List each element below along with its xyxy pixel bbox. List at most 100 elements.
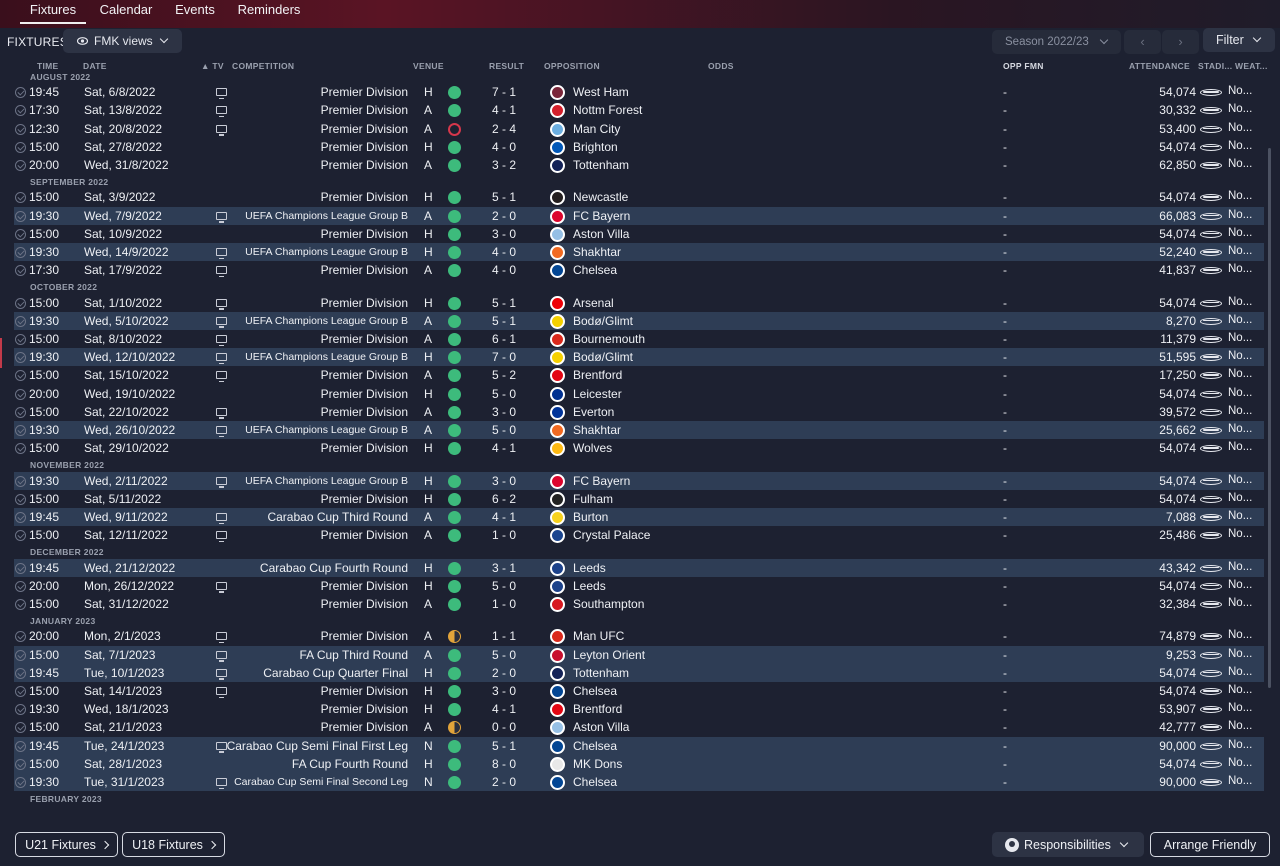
fixture-row[interactable]: 15:00 Sat, 28/1/2023 FA Cup Fourth Round H 8… [14, 754, 1264, 773]
fixture-row[interactable]: 19:30 Wed, 2/11/2022 UEFA Champions League… [14, 471, 1264, 490]
match-result[interactable]: 7 - 0 [491, 350, 516, 365]
match-result[interactable]: 3 - 0 [491, 684, 516, 698]
competition-name[interactable]: Premier Division [320, 139, 408, 154]
fixture-row[interactable]: 20:00 Wed, 31/8/2022 Premier Division A 3 - … [14, 156, 1264, 174]
match-result[interactable]: 4 - 0 [491, 139, 516, 154]
match-result[interactable]: 2 - 4 [491, 121, 516, 136]
check-icon[interactable] [15, 562, 26, 574]
check-icon[interactable] [15, 352, 26, 364]
opposition-name[interactable]: Brentford [573, 702, 623, 717]
competition-name[interactable]: Carabao Cup Semi Final Second Leg [234, 776, 408, 788]
fixture-row[interactable]: 19:45 Tue, 10/1/2023 Carabao Cup Quarter F… [14, 663, 1264, 682]
tab-reminders[interactable]: Reminders [237, 2, 301, 17]
match-result[interactable]: 5 - 0 [491, 647, 516, 662]
column-header-result[interactable]: RESULT [489, 61, 525, 71]
match-result[interactable]: 6 - 2 [491, 491, 516, 506]
fixture-row[interactable]: 15:00 Sat, 10/9/2022 Premier Division H 3 - … [14, 225, 1264, 243]
competition-name[interactable]: UEFA Champions League Group B [245, 314, 408, 327]
competition-name[interactable]: Carabao Cup Third Round [267, 510, 408, 524]
match-result[interactable]: 1 - 1 [491, 629, 516, 644]
check-icon[interactable] [15, 105, 26, 117]
check-icon[interactable] [15, 686, 26, 697]
competition-name[interactable]: Premier Division [320, 684, 408, 698]
competition-name[interactable]: Premier Division [320, 158, 408, 172]
opposition-name[interactable]: FC Bayern [573, 208, 631, 223]
fixture-row[interactable]: 17:30 Sat, 17/9/2022 Premier Division A 4 - … [14, 261, 1264, 279]
opposition-name[interactable]: Leicester [573, 386, 622, 401]
column-header-odds[interactable]: ODDS [708, 61, 734, 71]
competition-name[interactable]: Premier Division [320, 121, 408, 136]
match-result[interactable]: 2 - 0 [491, 208, 516, 223]
previous-season-button[interactable]: ‹ [1124, 30, 1161, 54]
competition-name[interactable]: Premier Division [320, 85, 408, 100]
column-header-opp-fmn[interactable]: OPP FMN [1003, 61, 1044, 71]
match-result[interactable]: 3 - 2 [491, 158, 516, 172]
competition-name[interactable]: UEFA Champions League Group B [245, 209, 408, 222]
match-result[interactable]: 1 - 0 [491, 597, 516, 611]
opposition-name[interactable]: Aston Villa [573, 720, 630, 735]
match-result[interactable]: 2 - 0 [491, 775, 516, 789]
match-result[interactable]: 7 - 1 [491, 85, 516, 100]
views-dropdown[interactable]: FMK views [63, 29, 182, 53]
opposition-name[interactable]: Southampton [573, 597, 645, 611]
opposition-name[interactable]: Leeds [573, 578, 606, 593]
competition-name[interactable]: Premier Division [320, 597, 408, 611]
fixture-row[interactable]: 15:00 Sat, 5/11/2022 Premier Division H 6 - … [14, 490, 1264, 508]
check-icon[interactable] [15, 192, 26, 204]
match-result[interactable]: 4 - 0 [491, 263, 516, 278]
fixture-row[interactable]: 15:00 Sat, 21/1/2023 Premier Division A 0 - … [14, 718, 1264, 736]
opposition-name[interactable]: Fulham [573, 491, 614, 506]
opposition-name[interactable]: Leeds [573, 560, 606, 575]
tab-fixtures[interactable]: Fixtures [20, 0, 86, 28]
u21-fixtures-button[interactable]: U21 Fixtures [15, 832, 118, 857]
opposition-name[interactable]: Wolves [573, 441, 613, 456]
responsibilities-button[interactable]: Responsibilities [992, 832, 1144, 857]
match-result[interactable]: 5 - 1 [491, 738, 516, 753]
opposition-name[interactable]: Chelsea [573, 775, 618, 789]
filter-button[interactable]: Filter [1203, 28, 1275, 52]
fixture-row[interactable]: 15:00 Sat, 7/1/2023 FA Cup Third Round A 5 -… [14, 645, 1264, 664]
match-result[interactable]: 3 - 0 [491, 226, 516, 241]
fixture-row[interactable]: 15:00 Sat, 27/8/2022 Premier Division H 4 - … [14, 138, 1264, 156]
match-result[interactable]: 2 - 0 [491, 665, 516, 680]
check-icon[interactable] [15, 667, 26, 679]
fixture-row[interactable]: 19:30 Wed, 7/9/2022 UEFA Champions League … [14, 206, 1264, 225]
check-icon[interactable] [15, 297, 26, 309]
next-season-button[interactable]: › [1162, 30, 1199, 54]
check-icon[interactable] [15, 210, 26, 222]
opposition-name[interactable]: Tottenham [573, 665, 630, 680]
opposition-name[interactable]: Shakhtar [573, 423, 622, 437]
competition-name[interactable]: Carabao Cup Quarter Final [263, 665, 408, 680]
competition-name[interactable]: Premier Division [320, 226, 408, 241]
fixture-row[interactable]: 20:00 Mon, 2/1/2023 Premier Division A 1 - 1… [14, 627, 1264, 645]
competition-name[interactable]: Premier Division [320, 720, 408, 735]
opposition-name[interactable]: Tottenham [573, 158, 630, 172]
check-icon[interactable] [15, 740, 26, 752]
check-icon[interactable] [15, 406, 26, 418]
fixture-row[interactable]: 19:30 Wed, 18/1/2023 Premier Division H 4 - … [14, 700, 1264, 718]
check-icon[interactable] [15, 443, 26, 455]
competition-name[interactable]: FA Cup Third Round [299, 647, 408, 662]
opposition-name[interactable]: Shakhtar [573, 245, 622, 259]
check-icon[interactable] [15, 370, 26, 382]
competition-name[interactable]: Premier Division [320, 386, 408, 401]
opposition-name[interactable]: Nottm Forest [573, 103, 643, 118]
check-icon[interactable] [15, 512, 26, 523]
competition-name[interactable]: Premier Division [320, 441, 408, 456]
opposition-name[interactable]: Bodø/Glimt [573, 350, 634, 365]
opposition-name[interactable]: Bournemouth [573, 332, 646, 346]
check-icon[interactable] [15, 334, 26, 345]
match-result[interactable]: 4 - 1 [491, 510, 516, 524]
column-header-attendance[interactable]: ATTENDANCE [1129, 61, 1190, 71]
competition-name[interactable]: Premier Division [320, 491, 408, 506]
fixture-row[interactable]: 17:30 Sat, 13/8/2022 Premier Division A 4 - … [14, 101, 1264, 119]
fixture-row[interactable]: 19:30 Wed, 26/10/2022 UEFA Champions Leagu… [14, 421, 1264, 439]
fixture-row[interactable]: 15:00 Sat, 15/10/2022 Premier Division A 5 -… [14, 366, 1264, 384]
match-result[interactable]: 5 - 0 [491, 423, 516, 437]
check-icon[interactable] [15, 580, 26, 592]
check-icon[interactable] [15, 722, 26, 734]
fixture-row[interactable]: 15:00 Sat, 12/11/2022 Premier Division A 1 -… [14, 526, 1264, 544]
match-result[interactable]: 5 - 0 [491, 578, 516, 593]
match-result[interactable]: 4 - 1 [491, 441, 516, 456]
fixture-row[interactable]: 12:30 Sat, 20/8/2022 Premier Division A 2 - … [14, 120, 1264, 138]
